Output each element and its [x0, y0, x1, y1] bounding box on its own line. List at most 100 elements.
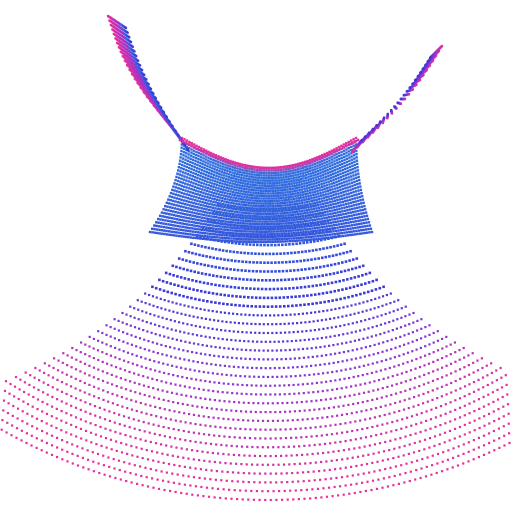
surface-dot: [377, 388, 380, 391]
surface-dot: [365, 221, 368, 224]
surface-dot: [172, 230, 175, 234]
surface-dot: [182, 322, 185, 325]
surface-dot: [194, 172, 197, 176]
surface-dot: [315, 399, 318, 402]
surface-dot: [472, 381, 476, 384]
surface-dot: [311, 382, 314, 385]
surface-dot: [208, 190, 211, 193]
surface-dot: [241, 331, 244, 334]
surface-dot: [284, 437, 288, 440]
surface-dot: [295, 304, 298, 307]
surface-dot: [219, 202, 222, 205]
surface-dot: [345, 183, 349, 186]
surface-dot: [368, 317, 371, 321]
surface-dot: [263, 184, 267, 187]
surface-dot: [309, 177, 313, 181]
surface-dot: [330, 158, 334, 161]
surface-dot: [498, 446, 501, 449]
surface-dot: [313, 408, 316, 411]
surface-dot: [306, 294, 309, 297]
surface-dot: [337, 192, 340, 195]
surface-dot: [351, 207, 354, 211]
surface-dot: [202, 172, 205, 176]
surface-dot: [256, 233, 259, 236]
surface-dot: [167, 212, 171, 216]
surface-dot: [308, 189, 312, 192]
surface-dot: [331, 209, 334, 212]
surface-dot: [344, 228, 347, 231]
surface-dot: [353, 163, 356, 167]
surface-dot: [366, 336, 369, 339]
surface-dot: [284, 196, 288, 199]
surface-dot: [285, 232, 288, 235]
surface-dot: [208, 217, 211, 221]
surface-dot: [124, 434, 127, 437]
surface-dot: [273, 238, 276, 241]
surface-dot: [247, 481, 250, 484]
surface-dot: [183, 202, 187, 206]
surface-dot: [293, 189, 296, 193]
surface-dot: [211, 247, 214, 250]
surface-dot: [46, 393, 49, 396]
surface-dot: [319, 346, 322, 349]
surface-dot: [193, 178, 196, 182]
surface-dot: [427, 362, 430, 365]
surface-dot: [403, 334, 406, 337]
surface-dot: [206, 300, 209, 303]
surface-dot: [223, 276, 226, 279]
surface-dot: [313, 190, 317, 193]
surface-dot: [118, 348, 121, 351]
surface-dot: [143, 430, 146, 433]
surface-dot: [338, 158, 341, 161]
surface-dot: [342, 149, 346, 152]
surface-dot: [481, 366, 484, 370]
surface-dot: [289, 172, 292, 175]
surface-dot: [278, 209, 281, 213]
surface-dot: [108, 419, 111, 422]
surface-dot: [227, 195, 230, 198]
surface-dot: [153, 396, 156, 399]
surface-dot: [340, 159, 344, 163]
surface-dot: [66, 450, 69, 453]
surface-dot: [154, 333, 157, 336]
surface-dot: [422, 402, 425, 405]
surface-dot: [188, 413, 191, 416]
surface-dot: [323, 238, 327, 241]
surface-dot: [162, 208, 165, 211]
surface-dot: [332, 344, 335, 347]
surface-dot: [297, 207, 300, 210]
surface-dot: [301, 471, 305, 474]
surface-dot: [313, 329, 316, 332]
surface-dot: [280, 481, 283, 484]
surface-dot: [84, 429, 88, 432]
surface-dot: [257, 176, 261, 179]
surface-dot: [319, 363, 322, 366]
surface-dot: [92, 337, 95, 340]
surface-dot: [362, 301, 365, 304]
surface-dot: [143, 338, 146, 341]
surface-dot: [122, 350, 125, 353]
surface-dot: [175, 338, 178, 341]
surface-dot: [472, 361, 475, 364]
surface-dot: [289, 213, 292, 217]
surface-dot: [180, 167, 183, 170]
surface-dot: [389, 302, 392, 305]
surface-dot: [344, 466, 347, 469]
surface-dot: [317, 175, 320, 178]
surface-dot: [380, 314, 383, 317]
surface-dot: [299, 339, 302, 342]
surface-dot: [307, 391, 310, 394]
surface-dot: [208, 229, 211, 232]
surface-dot: [269, 205, 272, 208]
surface-dot: [162, 326, 165, 329]
surface-dot: [254, 331, 257, 334]
surface-dot: [308, 183, 311, 187]
surface-dot: [296, 210, 299, 213]
surface-dot: [216, 178, 220, 181]
surface-dot: [339, 235, 342, 238]
surface-dot: [283, 209, 286, 212]
surface-dot: [444, 422, 447, 425]
surface-dot: [260, 207, 263, 210]
surface-dot: [279, 173, 283, 177]
